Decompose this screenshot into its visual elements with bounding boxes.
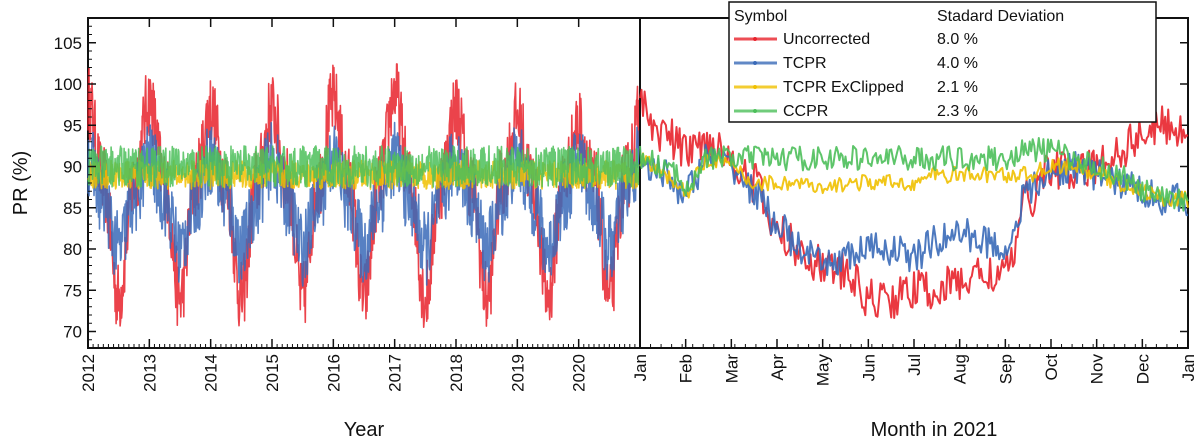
y-tick-label: 105 — [54, 34, 82, 53]
y-tick-label: 90 — [63, 158, 82, 177]
left-series-group — [87, 63, 641, 328]
series-line-ccpr — [87, 145, 641, 188]
legend-marker — [753, 61, 757, 65]
right-ticks-group: Jan Feb Mar Apr May Jun Jul Aug Sep Oct Nov Dec Jan — [631, 339, 1198, 386]
month-tick-label: Jan — [631, 354, 650, 381]
legend-label: CCPR — [783, 103, 828, 120]
y-tick-label: 100 — [54, 75, 82, 94]
right-series-group — [639, 88, 1189, 319]
legend-marker — [753, 109, 757, 113]
month-tick-label: Oct — [1042, 354, 1061, 381]
right-x-axis-title: Month in 2021 — [871, 419, 998, 441]
legend-rows: Uncorrected 8.0 % TCPR 4.0 % TCPR ExClipped 2… — [734, 31, 978, 120]
legend-header-std: Stadard Deviation — [937, 8, 1064, 25]
x-tick-label: 2020 — [570, 354, 589, 392]
series-line-ccpr — [639, 137, 1189, 212]
y-tick-label: 80 — [63, 240, 82, 259]
y-tick-label: 95 — [63, 116, 82, 135]
legend-std-value: 2.3 % — [937, 103, 978, 120]
left-ticks-group: 70 75 80 85 90 95 100 105 2012 2013 2014 2015 2016 20… — [54, 18, 1188, 392]
legend-label: TCPR ExClipped — [783, 79, 904, 96]
right-panel: Jan Feb Mar Apr May Jun Jul Aug Sep Oct Nov Dec Jan … — [631, 17, 1198, 441]
legend-std-value: 2.1 % — [937, 79, 978, 96]
month-tick-label: Feb — [677, 354, 696, 383]
month-tick-label: Aug — [951, 354, 970, 384]
y-axis-title: PR (%) — [10, 151, 32, 215]
x-tick-label: 2017 — [386, 354, 405, 392]
month-tick-label: Apr — [768, 354, 787, 381]
legend-marker — [753, 37, 757, 41]
month-tick-label: Mar — [722, 354, 741, 384]
month-tick-label: Jan — [1179, 354, 1198, 381]
x-tick-label: 2015 — [263, 354, 282, 392]
month-tick-label: Dec — [1133, 354, 1152, 385]
month-tick-label: May — [814, 354, 833, 387]
legend-header-symbol: Symbol — [734, 8, 787, 25]
x-tick-label: 2016 — [324, 354, 343, 392]
y-tick-label: 85 — [63, 199, 82, 218]
legend-box — [728, 1, 1157, 123]
series-line-uncorrected — [639, 88, 1189, 319]
month-tick-label: Sep — [996, 354, 1015, 384]
y-tick-label: 75 — [63, 281, 82, 300]
x-tick-label: 2018 — [447, 354, 466, 392]
x-tick-label: 2019 — [508, 354, 527, 392]
legend-label: TCPR — [783, 55, 827, 72]
left-x-axis-title: Year — [344, 419, 385, 441]
legend-std-value: 8.0 % — [937, 31, 978, 48]
x-tick-label: 2012 — [79, 354, 98, 392]
legend-marker — [753, 85, 757, 89]
x-tick-label: 2014 — [202, 354, 221, 392]
month-tick-label: Nov — [1088, 354, 1107, 385]
left-panel: 70 75 80 85 90 95 100 105 2012 2013 2014 2015 2016 20… — [10, 17, 1188, 441]
series-line-tcpr — [87, 121, 641, 287]
month-tick-label: Jun — [859, 354, 878, 381]
month-tick-label: Jul — [905, 354, 924, 376]
legend-label: Uncorrected — [783, 31, 870, 48]
x-tick-label: 2013 — [140, 354, 159, 392]
y-tick-label: 70 — [63, 323, 82, 342]
legend-std-value: 4.0 % — [937, 55, 978, 72]
legend: Symbol Stadard Deviation Uncorrected 8.0 … — [728, 1, 1157, 123]
